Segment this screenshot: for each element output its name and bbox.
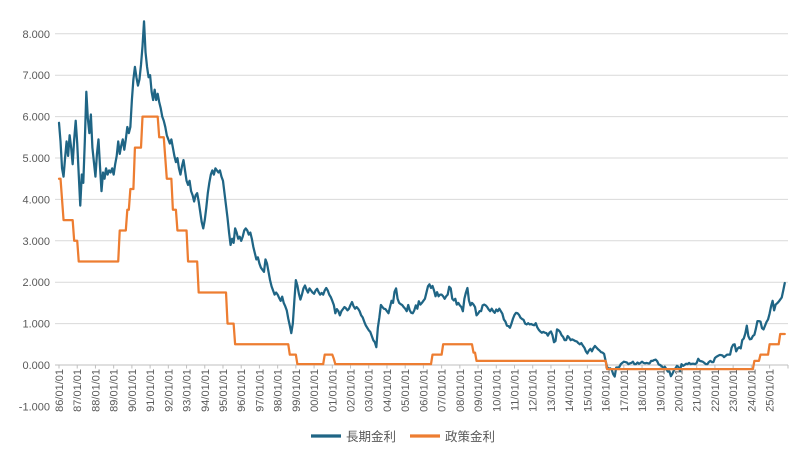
x-tick-label: 15/01/01 <box>582 369 594 412</box>
x-tick-label: 00/01/01 <box>309 369 321 412</box>
x-tick-label: 04/01/01 <box>382 369 394 412</box>
x-tick-label: 06/01/01 <box>418 369 430 412</box>
x-axis <box>58 365 789 369</box>
x-tick-label: 10/01/01 <box>491 369 503 412</box>
x-tick-label: 11/01/01 <box>510 369 522 411</box>
x-tick-label: 23/01/01 <box>728 369 740 412</box>
series-line-政策金利 <box>57 115 786 371</box>
x-tick-label: 86/01/01 <box>54 369 66 412</box>
x-tick-label: 22/01/01 <box>710 369 722 412</box>
x-tick-label: 93/01/01 <box>182 369 194 412</box>
x-tick-label: 09/01/01 <box>473 369 485 412</box>
x-tick-label: 94/01/01 <box>200 369 212 412</box>
y-tick-label: 0.000 <box>22 360 50 372</box>
y-tick-label: 5.000 <box>22 153 50 165</box>
x-tick-label: 14/01/01 <box>564 369 576 412</box>
x-tick-label: 03/01/01 <box>364 369 376 412</box>
x-tick-label: 90/01/01 <box>127 369 139 412</box>
x-tick-label: 24/01/01 <box>746 369 758 412</box>
y-tick-label: 8.000 <box>22 29 50 41</box>
x-tick-label: 98/01/01 <box>273 369 285 412</box>
x-tick-label: 91/01/01 <box>145 369 157 412</box>
x-tick-label: 99/01/01 <box>291 369 303 412</box>
x-tick-label: 20/01/01 <box>673 369 685 412</box>
series-lines <box>57 20 786 378</box>
y-tick-label: 2.000 <box>22 277 50 289</box>
x-tick-label: 87/01/01 <box>72 369 84 412</box>
x-axis-labels: 86/01/01 87/01/01 88/01/01 89/01/01 90/01/01… <box>54 369 777 412</box>
series-line-長期金利 <box>57 20 786 378</box>
x-tick-label: 16/01/01 <box>601 369 613 412</box>
legend-label-long-term-rate: 長期金利 <box>346 429 396 444</box>
x-tick-label: 01/01/01 <box>327 369 339 412</box>
x-tick-label: 12/01/01 <box>528 369 540 412</box>
x-tick-label: 19/01/01 <box>655 369 667 412</box>
legend: 長期金利 政策金利 <box>311 429 495 444</box>
x-tick-label: 25/01/01 <box>765 369 777 412</box>
y-tick-label: 3.000 <box>22 236 50 248</box>
y-tick-label: 6.000 <box>22 112 50 124</box>
x-tick-label: 97/01/01 <box>254 369 266 412</box>
x-tick-label: 95/01/01 <box>218 369 230 412</box>
gridlines <box>55 33 788 366</box>
x-tick-label: 13/01/01 <box>546 369 558 412</box>
x-tick-label: 89/01/01 <box>109 369 121 412</box>
x-tick-label: 05/01/01 <box>400 369 412 412</box>
y-tick-label: 4.000 <box>22 194 50 206</box>
legend-label-policy-rate: 政策金利 <box>445 429 495 444</box>
y-tick-label: 1.000 <box>22 319 50 331</box>
y-tick-label: 7.000 <box>22 70 50 82</box>
x-tick-label: 07/01/01 <box>437 369 449 412</box>
y-tick-label: -1.000 <box>19 401 50 413</box>
x-tick-label: 02/01/01 <box>346 369 358 412</box>
x-tick-label: 08/01/01 <box>455 369 467 412</box>
x-tick-label: 21/01/01 <box>692 369 704 412</box>
x-tick-label: 88/01/01 <box>90 369 102 412</box>
x-tick-label: 96/01/01 <box>236 369 248 412</box>
y-axis-labels: -1.000 0.000 1.000 2.000 3.000 4.000 5.000 6.00… <box>19 29 50 414</box>
x-tick-label: 17/01/01 <box>619 369 631 412</box>
x-tick-label: 92/01/01 <box>163 369 175 412</box>
x-tick-label: 18/01/01 <box>637 369 649 412</box>
